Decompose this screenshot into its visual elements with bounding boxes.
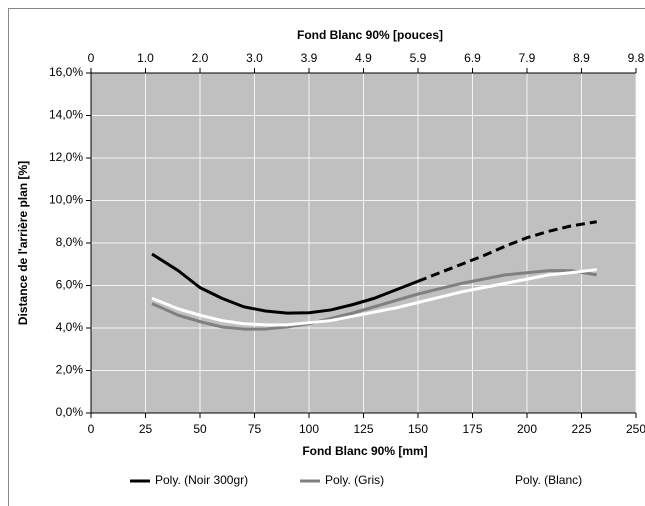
x-tick-label: 225 [571, 422, 591, 436]
top-tick-label: 1.0 [137, 51, 154, 65]
y-tick-label: 6,0% [56, 278, 84, 292]
x-tick-label: 250 [626, 422, 645, 436]
y-tick-label: 2,0% [56, 363, 84, 377]
top-axis-title: Fond Blanc 90% [pouces] [297, 28, 443, 42]
top-tick-label: 8.9 [573, 51, 590, 65]
top-tick-label: 0 [88, 51, 95, 65]
y-tick-label: 4,0% [56, 320, 84, 334]
x-tick-label: 50 [193, 422, 207, 436]
series-line [151, 268, 597, 327]
x-tick-label: 200 [517, 422, 537, 436]
y-tick-label: 16,0% [49, 65, 83, 79]
x-tick-label: 125 [353, 422, 373, 436]
series-line [151, 252, 419, 315]
x-tick-label: 175 [462, 422, 482, 436]
top-tick-label: 3.0 [246, 51, 263, 65]
y-tick-label: 10,0% [49, 193, 83, 207]
x-tick-label: 150 [408, 422, 428, 436]
series-line [151, 269, 598, 331]
top-tick-label: 6.9 [464, 51, 481, 65]
x-tick-label: 25 [139, 422, 153, 436]
y-tick-label: 0,0% [56, 405, 84, 419]
top-tick-label: 3.9 [301, 51, 318, 65]
y-tick-label: 12,0% [49, 150, 83, 164]
top-tick-label: 9.8 [628, 51, 645, 65]
y-tick-label: 8,0% [56, 235, 84, 249]
legend-label: Poly. (Noir 300gr) [155, 473, 248, 487]
top-tick-label: 5.9 [410, 51, 427, 65]
y-tick-label: 14,0% [49, 108, 83, 122]
legend-label: Poly. (Gris) [325, 473, 384, 487]
series-line [417, 220, 598, 283]
y-axis-title: Distance de l'arrière plan [%] [16, 161, 30, 325]
top-tick-label: 7.9 [519, 51, 536, 65]
x-axis-title: Fond Blanc 90% [mm] [302, 444, 427, 458]
top-tick-label: 2.0 [192, 51, 209, 65]
x-tick-label: 100 [299, 422, 319, 436]
top-tick-label: 4.9 [355, 51, 372, 65]
x-tick-label: 0 [88, 422, 95, 436]
x-tick-label: 75 [248, 422, 262, 436]
legend-label: Poly. (Blanc) [515, 473, 582, 487]
